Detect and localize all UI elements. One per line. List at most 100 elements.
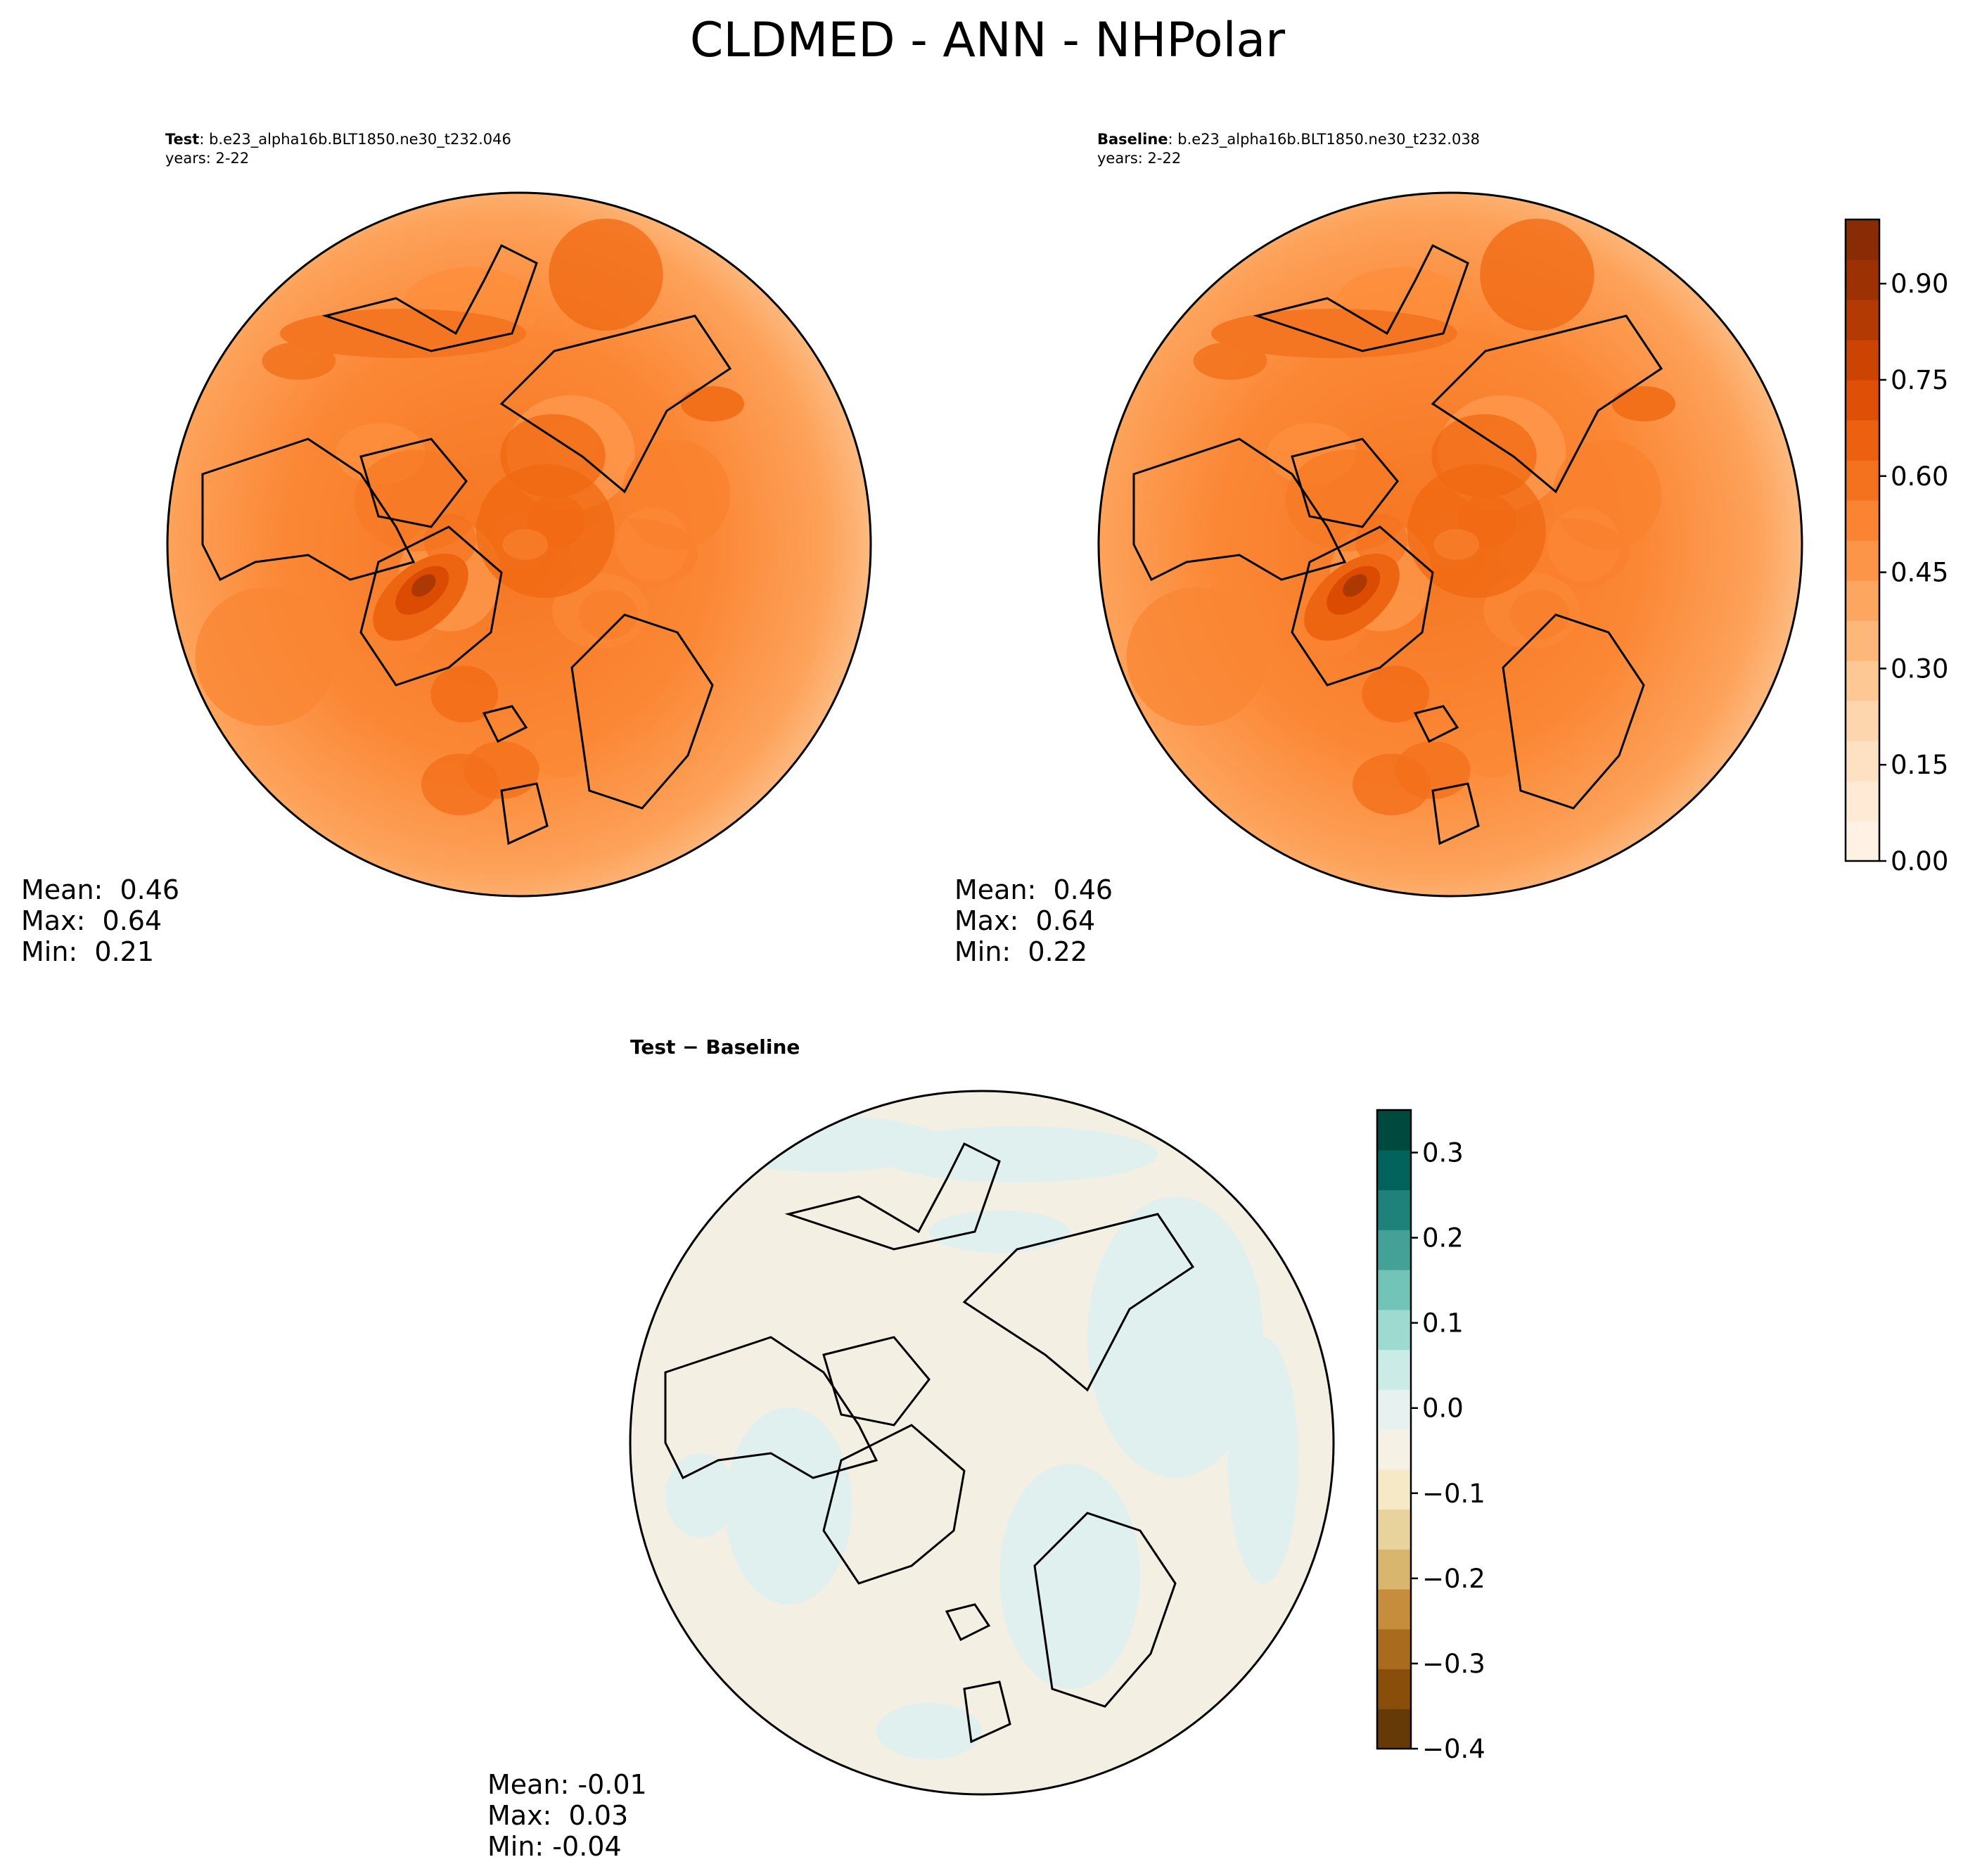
contour-blob bbox=[430, 665, 499, 723]
test-stats: Mean: 0.46 Max: 0.64 Min: 0.21 bbox=[21, 874, 179, 967]
baseline-years: years: 2-22 bbox=[1097, 150, 1182, 167]
coastline bbox=[499, 314, 732, 494]
colorbar-segment bbox=[1377, 1189, 1411, 1230]
contour-blob bbox=[549, 218, 663, 331]
test-min: Min: 0.21 bbox=[21, 936, 154, 967]
contour-max bbox=[411, 574, 436, 597]
test-map bbox=[166, 191, 872, 898]
colorbar-segment bbox=[1846, 420, 1879, 461]
coastline bbox=[963, 1680, 1011, 1744]
colorbar-tick-label: 0.1 bbox=[1422, 1308, 1464, 1339]
colorbar-segment bbox=[1377, 1509, 1411, 1550]
coastline bbox=[201, 438, 416, 582]
baseline-min: Min: 0.22 bbox=[954, 936, 1087, 967]
test-years: years: 2-22 bbox=[165, 150, 250, 167]
diff-map bbox=[629, 1090, 1335, 1796]
contour-blob bbox=[1552, 439, 1662, 550]
contour-blob bbox=[1431, 414, 1537, 498]
contour-blob bbox=[262, 342, 336, 380]
colorbar-tick-label: 0.2 bbox=[1422, 1223, 1464, 1253]
contour-blob bbox=[1464, 729, 1521, 778]
colorbar-segment bbox=[1377, 1149, 1411, 1191]
coastline bbox=[1413, 705, 1459, 744]
colorbar-segment bbox=[1846, 580, 1879, 621]
coastline bbox=[1033, 1512, 1177, 1708]
colorbar-segment bbox=[1846, 701, 1879, 741]
colorbar-tick-label: 0.30 bbox=[1891, 653, 1948, 684]
baseline-label: Baseline bbox=[1097, 131, 1168, 148]
contour-blob bbox=[1193, 342, 1267, 380]
baseline-stats: Mean: 0.46 Max: 0.64 Min: 0.22 bbox=[954, 874, 1113, 967]
coastline bbox=[822, 1424, 966, 1585]
coastline bbox=[1502, 613, 1645, 810]
diff-colorbar: −0.4 −0.3 −0.2 −0.1 0.0 0.1 0.2 0.3 bbox=[1376, 1109, 1485, 1764]
diff-patch bbox=[999, 1464, 1140, 1689]
coastline bbox=[1431, 782, 1480, 846]
coastline bbox=[822, 1336, 931, 1427]
colorbar-tick-label: −0.2 bbox=[1422, 1564, 1485, 1594]
colorbar-segment bbox=[1377, 1589, 1411, 1630]
colorbar-tick-label: −0.3 bbox=[1422, 1649, 1485, 1679]
colorbar-segment bbox=[1846, 219, 1879, 260]
colorbar-segment bbox=[1846, 500, 1879, 541]
coastline bbox=[945, 1603, 991, 1642]
colorbar-segment bbox=[1377, 1549, 1411, 1590]
colorbar-frame bbox=[1376, 1109, 1412, 1750]
diff-patch bbox=[1228, 1337, 1298, 1583]
colorbar-tick-label: 0.3 bbox=[1422, 1138, 1464, 1168]
colorbar-tick-label: 0.00 bbox=[1891, 846, 1948, 876]
baseline-max: Max: 0.64 bbox=[954, 905, 1096, 936]
contour-band bbox=[681, 386, 744, 421]
contour-max bbox=[1342, 574, 1367, 597]
coastline bbox=[321, 243, 538, 352]
diff-stats: Mean: -0.01 Max: 0.03 Min: -0.04 bbox=[487, 1769, 647, 1862]
colorbar-segment bbox=[1377, 1628, 1411, 1670]
colorbar-segment bbox=[1846, 340, 1879, 381]
colorbar-frame bbox=[1844, 218, 1881, 862]
diff-patch bbox=[1087, 1197, 1263, 1478]
contour-blob bbox=[1395, 741, 1471, 799]
baseline-map bbox=[1097, 191, 1803, 898]
colorbar-segment bbox=[1377, 1309, 1411, 1351]
colorbar-segment bbox=[1377, 1349, 1411, 1390]
colorbar-segment bbox=[1846, 661, 1879, 701]
colorbar-segment bbox=[1377, 1389, 1411, 1430]
contour-blob bbox=[532, 729, 589, 778]
contour-band bbox=[1211, 309, 1457, 358]
coastline bbox=[1291, 438, 1399, 528]
colorbar-segment bbox=[1377, 1429, 1411, 1470]
test-mean: Mean: 0.46 bbox=[21, 874, 180, 905]
colorbar-tick-label: 0.75 bbox=[1891, 365, 1948, 395]
colorbar-segment bbox=[1846, 821, 1879, 862]
baseline-panel-title: Baseline: b.e23_alpha16b.BLT1850.ne30_t2… bbox=[1097, 130, 1480, 168]
coastline bbox=[500, 782, 549, 846]
map-field bbox=[630, 1091, 1334, 1794]
colorbar-segment bbox=[1846, 741, 1879, 781]
test-panel-title: Test: b.e23_alpha16b.BLT1850.ne30_t232.0… bbox=[165, 130, 511, 168]
colorbar-segment bbox=[1377, 1230, 1411, 1270]
diff-panel-title: Test − Baseline bbox=[630, 1035, 800, 1059]
contour-blob bbox=[423, 513, 476, 568]
map-field bbox=[1099, 193, 1802, 896]
contour-blob bbox=[464, 741, 539, 799]
colorbar-segment bbox=[1377, 1469, 1411, 1510]
coastline bbox=[359, 525, 503, 687]
colorbar-segment bbox=[1377, 1110, 1411, 1151]
contour-band bbox=[1612, 386, 1675, 421]
map-boundary bbox=[166, 191, 872, 898]
coastline bbox=[570, 613, 714, 810]
contour-band bbox=[280, 309, 526, 358]
colorbar-tick-label: 0.15 bbox=[1891, 750, 1948, 780]
colorbar-segment bbox=[1846, 781, 1879, 822]
diff-patch bbox=[876, 1126, 1158, 1182]
map-boundary bbox=[629, 1090, 1335, 1796]
figure-title: CLDMED - ANN - NHPolar bbox=[689, 13, 1286, 68]
colorbar-segment bbox=[1846, 300, 1879, 340]
coastline bbox=[784, 1142, 1001, 1251]
diff-min: Min: -0.04 bbox=[487, 1831, 622, 1862]
test-case: : b.e23_alpha16b.BLT1850.ne30_t232.046 bbox=[199, 131, 511, 148]
diff-patch bbox=[665, 1453, 736, 1538]
colorbar-segment bbox=[1377, 1270, 1411, 1310]
coastline bbox=[1291, 525, 1434, 687]
